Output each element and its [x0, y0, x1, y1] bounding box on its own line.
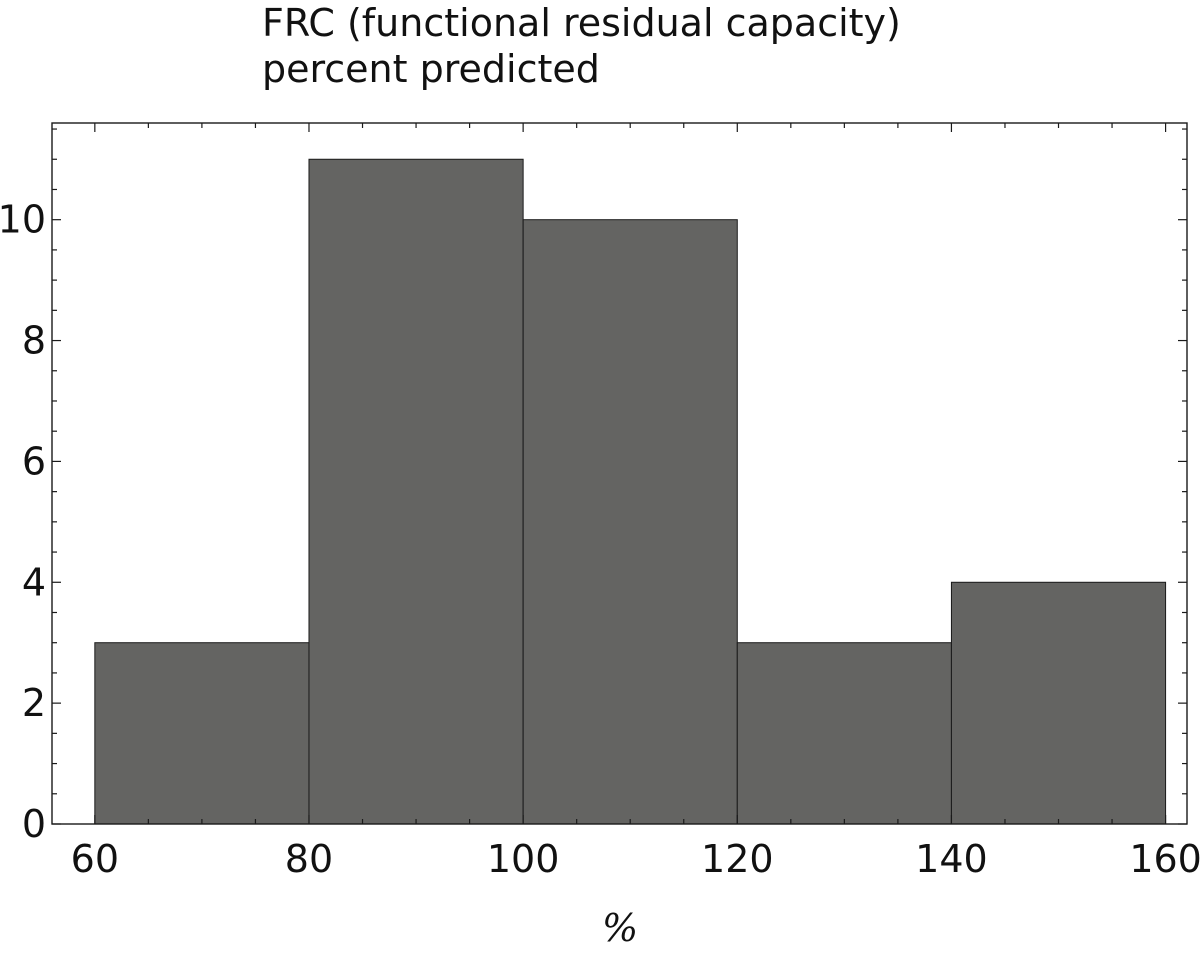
- x-tick-label: 100: [487, 837, 560, 881]
- y-tick-label: 8: [22, 319, 46, 363]
- y-tick-label: 4: [22, 560, 46, 604]
- histogram-bar: [308, 158, 524, 825]
- y-tick-label: 0: [22, 802, 46, 846]
- x-tick-label: 120: [701, 837, 774, 881]
- y-tick-label: 6: [22, 439, 46, 483]
- x-tick-label: 60: [71, 837, 119, 881]
- x-axis-label: %: [601, 906, 639, 950]
- plot-frame: [51, 122, 1188, 825]
- histogram-bar: [522, 219, 738, 825]
- chart-title: FRC (functional residual capacity) perce…: [262, 0, 901, 92]
- y-tick-label: 10: [0, 198, 46, 242]
- chart-title-line-2: percent predicted: [262, 47, 600, 91]
- histogram-bar: [736, 642, 952, 825]
- x-tick-label: 80: [285, 837, 333, 881]
- histogram-bar: [94, 642, 310, 825]
- chart-title-line-1: FRC (functional residual capacity): [262, 1, 901, 45]
- x-tick-label: 160: [1129, 837, 1200, 881]
- histogram-bar: [950, 581, 1167, 825]
- y-tick-label: 2: [22, 681, 46, 725]
- x-tick-label: 140: [915, 837, 988, 881]
